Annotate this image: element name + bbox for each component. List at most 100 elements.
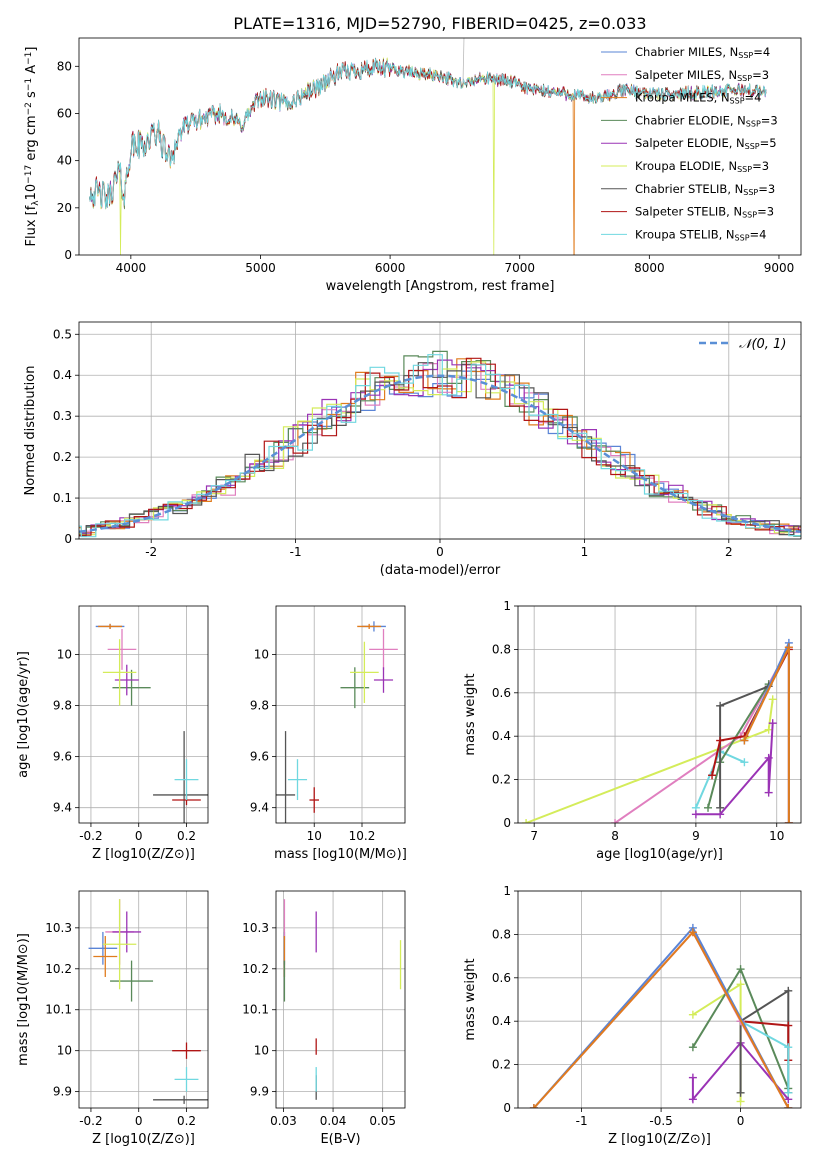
y-tick-label: 0.1 <box>53 491 72 505</box>
x-tick-label: -2 <box>145 545 157 559</box>
x-axis-label: mass [log10(M/M⊙)] <box>274 847 407 862</box>
errorbar-kroupa-miles <box>357 623 382 629</box>
y-tick-label: 9.4 <box>250 801 269 815</box>
x-tick-label: 0 <box>436 545 444 559</box>
legend-nssp: =3 <box>752 68 769 82</box>
x-tick-label: 7000 <box>504 261 535 275</box>
x-tick-label: 5000 <box>245 261 276 275</box>
y-tick-label: 10 <box>254 1044 269 1058</box>
y-axis-label-part: −1 <box>24 78 34 91</box>
errorbar-chabrier-stelib <box>153 1095 208 1104</box>
y-tick-label: 0.8 <box>492 642 511 656</box>
x-tick-label: 0 <box>737 1114 745 1128</box>
y-tick-label: 10.1 <box>45 1003 72 1017</box>
errorbar-chabrier-elodie <box>112 669 151 706</box>
x-tick-label: -0.2 <box>79 1114 102 1128</box>
weight-series <box>522 638 793 823</box>
x-axis-label: age [log10(age/yr)] <box>596 847 723 862</box>
y-axis-label-part: −2 <box>24 102 34 115</box>
legend-nssp: =3 <box>761 113 778 127</box>
x-axis-label: Z [log10(Z/Z⊙)] <box>92 1132 195 1147</box>
axes-frame <box>78 890 209 1109</box>
x-axis-label: (data-model)/error <box>380 563 501 578</box>
weight-line <box>525 699 774 823</box>
y-axis-label: age [log10(age/yr)] <box>16 651 31 778</box>
x-tick-label: 6000 <box>375 261 406 275</box>
weight-series-chabrier-stelib <box>736 986 793 1097</box>
y-tick-label: 0.6 <box>492 971 511 985</box>
x-tick-label: 0.05 <box>369 1114 396 1128</box>
y-tick-label: 9.4 <box>53 801 72 815</box>
legend-model-name: Salpeter ELODIE, N <box>635 136 745 150</box>
y-tick-label: 20 <box>57 201 72 215</box>
errorbar-kroupa-stelib <box>174 1067 199 1092</box>
y-axis-label: mass [log10(M/M⊙)] <box>16 933 31 1066</box>
y-tick-label: 0.2 <box>53 450 72 464</box>
x-tick-label: 10 <box>307 829 322 843</box>
legend-model-name: Kroupa ELODIE, N <box>635 159 737 173</box>
weight-series-salpeter-elodie <box>691 719 777 819</box>
y-tick-label: 80 <box>57 59 72 73</box>
x-axis-label: Z [log10(Z/Z⊙)] <box>92 847 195 862</box>
y-tick-label: 60 <box>57 106 72 120</box>
legend-model-name: Chabrier STELIB, N <box>635 182 743 196</box>
y-axis-label-part: λ <box>31 200 41 206</box>
error-bars <box>88 899 208 1104</box>
legend-entry-normal: 𝒩(0, 1) <box>739 337 786 352</box>
mass-weight-vs-age-panel: 7 8 9 10 0 0.2 0.4 0.6 0.8 1 age [log10(age/yr)] ma… <box>463 599 802 862</box>
normal-reference-curve <box>79 374 801 534</box>
mass-weight-vs-metallicity-panel: -1 -0.5 0 0 0.2 0.4 0.6 0.8 1 Z [log10(Z/Z⊙)] mass… <box>463 884 802 1147</box>
y-tick-label: 10 <box>254 648 269 662</box>
y-axis-label: mass weight <box>463 958 478 1040</box>
legend-subscript: SSP <box>738 51 753 60</box>
axes-frame <box>517 605 802 824</box>
y-tick-label: 0 <box>64 532 72 546</box>
legend-entry: Salpeter ELODIE, NSSP=5 <box>635 136 777 151</box>
x-tick-label: 4000 <box>116 261 147 275</box>
legend-subscript: SSP <box>746 120 761 129</box>
histograms <box>79 350 801 538</box>
errorbar-salpeter-stelib <box>172 1042 201 1059</box>
legend-model-name: Kroupa MILES, N <box>635 91 730 105</box>
age-vs-metallicity-panel: -0.2 0 0.2 9.4 9.6 9.8 10 Z [log10(Z/Z⊙)] age [l… <box>16 605 209 862</box>
x-tick-label: 9 <box>692 829 700 843</box>
y-axis-label-part: erg cm <box>24 115 39 164</box>
histogram-kroupa-stelib <box>79 354 801 538</box>
weight-series-salpeter-miles <box>611 643 793 823</box>
y-tick-label: 10.3 <box>242 921 269 935</box>
y-axis-label: Normed distribution <box>23 366 38 496</box>
y-axis-label-part: s <box>24 91 39 102</box>
x-tick-label: 10.2 <box>349 829 376 843</box>
axes-frame <box>78 605 209 824</box>
weight-series-kroupa-miles <box>529 928 793 1108</box>
x-tick-label: 0.04 <box>320 1114 347 1128</box>
legend-nssp: =5 <box>760 136 777 150</box>
spectrum-panel: 4000 5000 6000 7000 8000 9000 0 20 40 60 80 wavelen… <box>24 37 802 294</box>
y-tick-label: 0.5 <box>53 327 72 341</box>
weight-line <box>691 1041 790 1103</box>
y-tick-label: 10.1 <box>242 1003 269 1017</box>
y-axis-label: Flux [fλ10−17 erg cm−2 s−1 A−1] <box>24 47 41 247</box>
y-axis-label-part: ] <box>24 47 39 52</box>
error-bars <box>283 899 402 1100</box>
y-tick-label: 0.6 <box>492 686 511 700</box>
residual-histogram-panel: -2 -1 0 1 2 0 0.1 0.2 0.3 0.4 0.5 (data-model)/erro… <box>23 321 802 578</box>
errorbar-kroupa-stelib <box>174 759 199 801</box>
y-tick-label: 0 <box>64 248 72 262</box>
legend-nssp: =3 <box>758 182 775 196</box>
y-tick-label: 40 <box>57 154 72 168</box>
weight-line <box>739 988 790 1093</box>
errorbar-salpeter-elodie <box>112 911 142 953</box>
legend-nssp: =3 <box>757 205 774 219</box>
mass-vs-ebv-panel: 0.03 0.04 0.05 9.9 10 10.1 10.2 10.3 E(B-V) <box>242 890 406 1147</box>
errorbar-salpeter-miles <box>107 628 137 670</box>
x-tick-label: 0 <box>135 829 143 843</box>
x-tick-label: 9000 <box>764 261 795 275</box>
y-tick-label: 10.2 <box>45 962 72 976</box>
errorbar-kroupa-stelib <box>287 759 308 801</box>
legend-nssp: =4 <box>753 45 770 59</box>
y-tick-label: 10.2 <box>242 962 269 976</box>
errorbar-kroupa-miles <box>98 623 122 629</box>
axes-frame <box>275 890 406 1109</box>
y-tick-label: 0.4 <box>492 1014 511 1028</box>
